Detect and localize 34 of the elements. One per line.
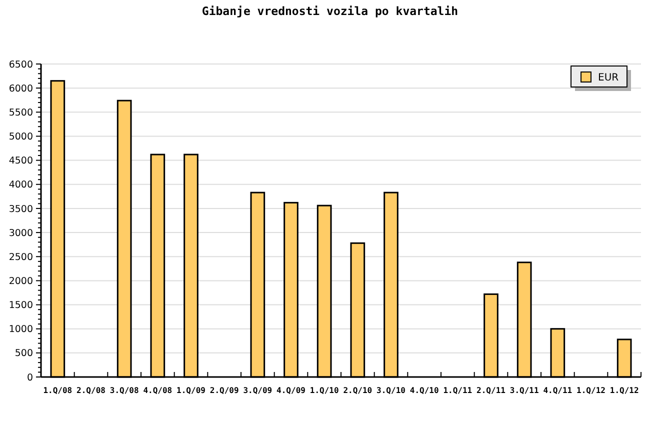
y-tick-label: 500 — [14, 348, 33, 360]
x-tick-label: 1.Q/09 — [176, 386, 206, 395]
x-tick-label: 3.Q/10 — [376, 386, 406, 395]
x-tick-label: 2.Q/09 — [210, 386, 239, 395]
chart-title: Gibanje vrednosti vozila po kvartalih — [202, 4, 458, 18]
x-tick-label: 1.Q/11 — [443, 386, 472, 395]
y-tick-label: 2500 — [8, 252, 33, 263]
y-tick-label: 5000 — [8, 132, 33, 143]
y-tick-label: 4000 — [8, 180, 33, 191]
x-tick-label: 1.Q/10 — [310, 386, 339, 395]
x-tick-label: 1.Q/12 — [576, 386, 606, 395]
y-tick-label: 5500 — [8, 107, 33, 118]
x-tick-label: 2.Q/08 — [76, 386, 106, 395]
x-tick-label: 3.Q/09 — [243, 386, 272, 395]
x-tick-label: 3.Q/11 — [510, 386, 539, 395]
legend-label: EUR — [598, 72, 619, 84]
y-tick-label: 0 — [26, 372, 33, 384]
x-tick-label: 4.Q/10 — [410, 386, 439, 395]
x-tick-label: 1.Q/08 — [43, 386, 72, 395]
x-tick-label: 1.Q/12 — [610, 386, 639, 395]
y-tick-label: 6500 — [8, 59, 33, 70]
x-tick-label: 2.Q/10 — [343, 386, 372, 395]
y-tick-label: 1000 — [8, 324, 33, 336]
x-tick-label: 3.Q/08 — [110, 386, 139, 395]
x-tick-label: 4.Q/08 — [143, 386, 172, 395]
x-tick-label: 2.Q/11 — [476, 386, 506, 395]
y-tick-label: 2000 — [8, 276, 33, 288]
x-tick-label: 4.Q/11 — [543, 386, 572, 395]
y-tick-label: 6000 — [8, 83, 33, 94]
y-tick-label: 3000 — [8, 228, 33, 239]
y-tick-label: 1500 — [8, 300, 33, 312]
y-tick-label: 4500 — [8, 156, 33, 167]
x-tick-label: 4.Q/09 — [276, 386, 306, 395]
y-tick-label: 3500 — [8, 204, 33, 215]
